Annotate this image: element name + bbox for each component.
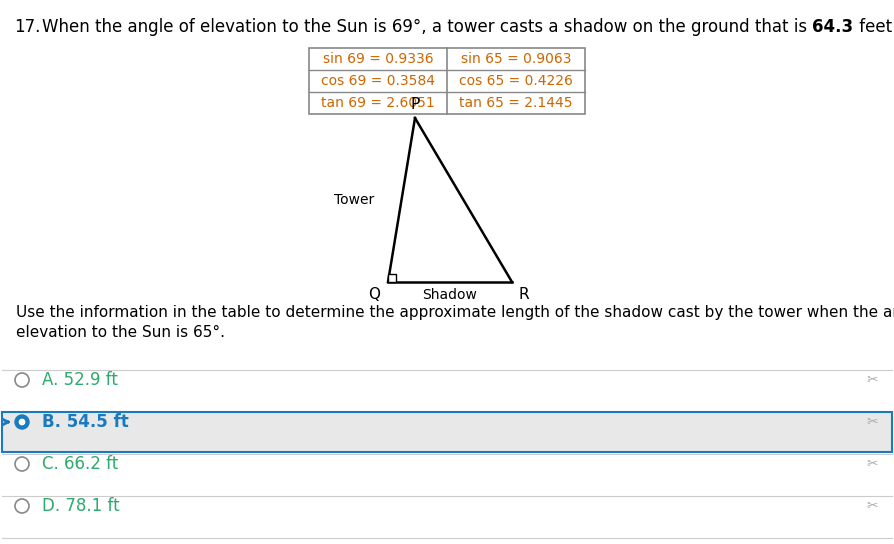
Text: ✂: ✂ bbox=[866, 457, 878, 471]
Text: feet long.: feet long. bbox=[854, 18, 894, 36]
Text: tan 65 = 2.1445: tan 65 = 2.1445 bbox=[460, 96, 573, 110]
Text: 17.: 17. bbox=[14, 18, 40, 36]
Text: Q: Q bbox=[368, 287, 380, 302]
Text: ✂: ✂ bbox=[866, 415, 878, 429]
Text: elevation to the Sun is 65°.: elevation to the Sun is 65°. bbox=[16, 325, 225, 340]
Circle shape bbox=[20, 419, 25, 425]
Text: Tower: Tower bbox=[333, 193, 374, 207]
Text: B. 54.5 ft: B. 54.5 ft bbox=[42, 413, 129, 431]
Text: sin 65 = 0.9063: sin 65 = 0.9063 bbox=[460, 52, 571, 66]
Text: Shadow: Shadow bbox=[423, 288, 477, 302]
Text: D. 78.1 ft: D. 78.1 ft bbox=[42, 497, 120, 515]
Circle shape bbox=[15, 415, 29, 429]
Text: 64.3: 64.3 bbox=[813, 18, 854, 36]
Text: R: R bbox=[518, 287, 528, 302]
Bar bbox=[388, 274, 396, 282]
Text: tan 69 = 2.6051: tan 69 = 2.6051 bbox=[321, 96, 434, 110]
Text: ✂: ✂ bbox=[866, 373, 878, 387]
Text: ✂: ✂ bbox=[866, 499, 878, 513]
Text: When the angle of elevation to the Sun is 69°, a tower casts a shadow on the gro: When the angle of elevation to the Sun i… bbox=[42, 18, 813, 36]
Text: sin 69 = 0.9336: sin 69 = 0.9336 bbox=[323, 52, 434, 66]
Text: Use the information in the table to determine the approximate length of the shad: Use the information in the table to dete… bbox=[16, 305, 894, 320]
Bar bbox=[2, 412, 892, 452]
Text: P: P bbox=[410, 97, 419, 112]
Text: cos 65 = 0.4226: cos 65 = 0.4226 bbox=[459, 74, 573, 88]
Text: A. 52.9 ft: A. 52.9 ft bbox=[42, 371, 118, 389]
Text: C. 66.2 ft: C. 66.2 ft bbox=[42, 455, 118, 473]
Text: cos 69 = 0.3584: cos 69 = 0.3584 bbox=[321, 74, 435, 88]
Bar bbox=[309, 48, 585, 114]
